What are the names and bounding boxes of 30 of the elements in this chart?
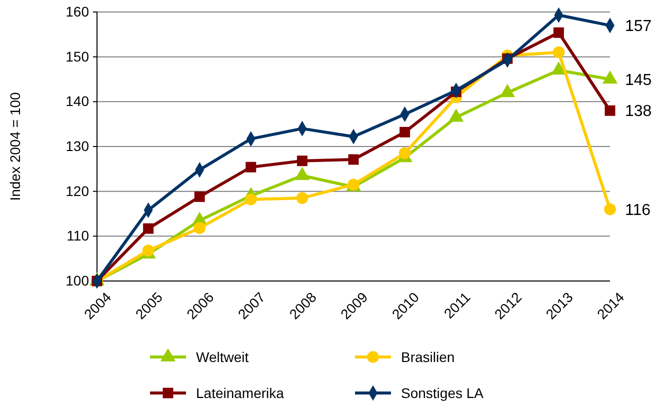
- point: [348, 154, 359, 165]
- data-label: 145: [625, 72, 652, 89]
- point: [552, 46, 565, 58]
- point: [244, 194, 257, 206]
- y-tick-label: 150: [66, 48, 90, 64]
- point: [296, 156, 308, 166]
- point: [553, 27, 564, 38]
- y-tick-label: 100: [66, 272, 90, 288]
- point: [604, 203, 616, 216]
- point: [400, 126, 410, 138]
- y-tick-label: 130: [66, 138, 90, 154]
- y-tick-label: 140: [66, 93, 90, 110]
- y-axis-title: Index 2004 = 100: [7, 92, 23, 201]
- legend-label: Brasilien: [401, 348, 455, 365]
- point: [194, 222, 206, 234]
- point: [296, 192, 308, 204]
- data-label: 116: [625, 202, 651, 219]
- data-label: 157: [625, 18, 652, 36]
- data-label: 138: [625, 103, 652, 120]
- point: [143, 223, 154, 234]
- y-tick-label: 110: [66, 228, 90, 244]
- y-tick-label: 120: [66, 182, 90, 199]
- legend-label: Lateinamerika: [196, 384, 284, 401]
- legend-label: Weltweit: [196, 348, 249, 365]
- point: [398, 147, 411, 160]
- point: [604, 105, 616, 116]
- point: [194, 191, 205, 202]
- legend-label: Sonstiges LA: [401, 384, 484, 401]
- point: [246, 162, 256, 172]
- y-tick-label: 160: [66, 3, 90, 20]
